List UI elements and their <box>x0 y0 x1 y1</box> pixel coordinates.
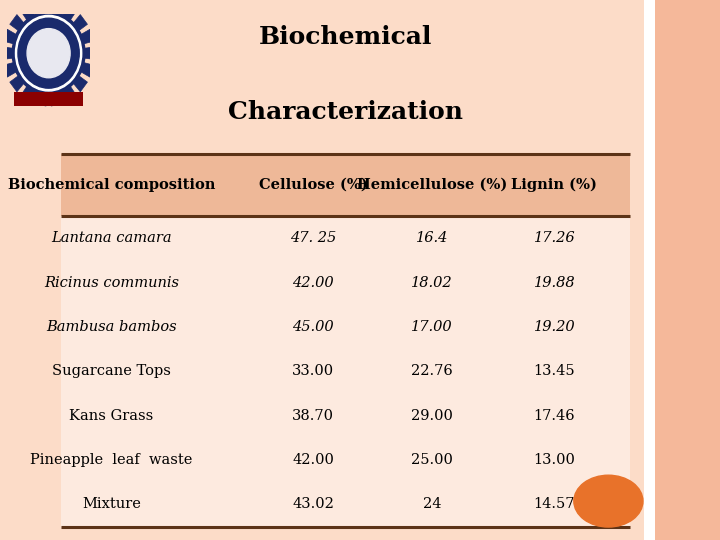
FancyBboxPatch shape <box>644 0 655 540</box>
Text: 14.57: 14.57 <box>534 497 575 511</box>
Text: Bambusa bambos: Bambusa bambos <box>46 320 177 334</box>
Text: Sugarcane Tops: Sugarcane Tops <box>52 364 171 378</box>
FancyBboxPatch shape <box>61 154 630 216</box>
Circle shape <box>16 15 82 91</box>
Polygon shape <box>73 15 87 30</box>
Text: Lignin (%): Lignin (%) <box>511 178 598 192</box>
Text: 17.26: 17.26 <box>534 231 575 245</box>
Polygon shape <box>63 4 76 20</box>
Polygon shape <box>10 15 24 30</box>
Text: 16.4: 16.4 <box>416 231 448 245</box>
Circle shape <box>18 18 79 88</box>
Text: Kans Grass: Kans Grass <box>69 409 154 423</box>
Polygon shape <box>4 63 16 77</box>
Polygon shape <box>21 4 35 20</box>
Polygon shape <box>35 1 47 14</box>
Text: 47. 25: 47. 25 <box>290 231 336 245</box>
Polygon shape <box>73 76 87 92</box>
Text: 17.00: 17.00 <box>411 320 453 334</box>
Polygon shape <box>81 29 94 44</box>
Circle shape <box>574 475 643 527</box>
Polygon shape <box>85 47 94 59</box>
Text: 45.00: 45.00 <box>292 320 334 334</box>
Polygon shape <box>63 86 76 102</box>
Text: 25.00: 25.00 <box>411 453 453 467</box>
Polygon shape <box>50 93 62 106</box>
Text: Mixture: Mixture <box>82 497 141 511</box>
Text: 19.20: 19.20 <box>534 320 575 334</box>
Text: Biochemical composition: Biochemical composition <box>8 178 215 192</box>
Text: 13.45: 13.45 <box>534 364 575 378</box>
Circle shape <box>12 11 85 95</box>
Text: Pineapple  leaf  waste: Pineapple leaf waste <box>30 453 193 467</box>
Text: Hemicellulose (%): Hemicellulose (%) <box>357 178 507 192</box>
Text: 29.00: 29.00 <box>411 409 453 423</box>
Polygon shape <box>35 93 47 106</box>
Text: Ricinus communis: Ricinus communis <box>44 275 179 289</box>
Polygon shape <box>3 47 12 59</box>
FancyBboxPatch shape <box>61 154 630 526</box>
Text: Biochemical: Biochemical <box>259 25 432 49</box>
Text: 43.02: 43.02 <box>292 497 334 511</box>
Polygon shape <box>50 1 62 14</box>
Text: 38.70: 38.70 <box>292 409 334 423</box>
Text: 13.00: 13.00 <box>534 453 575 467</box>
Text: 33.00: 33.00 <box>292 364 334 378</box>
FancyBboxPatch shape <box>14 92 84 106</box>
Polygon shape <box>81 63 94 77</box>
Polygon shape <box>4 29 16 44</box>
Circle shape <box>27 29 70 78</box>
Text: 18.02: 18.02 <box>411 275 453 289</box>
Text: 17.46: 17.46 <box>534 409 575 423</box>
Text: Lantana camara: Lantana camara <box>51 231 172 245</box>
Text: 42.00: 42.00 <box>292 453 334 467</box>
Text: 24: 24 <box>423 497 441 511</box>
Text: 42.00: 42.00 <box>292 275 334 289</box>
Text: Cellulose (%): Cellulose (%) <box>258 178 368 192</box>
FancyBboxPatch shape <box>655 0 720 540</box>
Text: Characterization: Characterization <box>228 100 463 124</box>
Polygon shape <box>21 86 35 102</box>
Text: 19.88: 19.88 <box>534 275 575 289</box>
Polygon shape <box>10 76 24 92</box>
Text: 22.76: 22.76 <box>411 364 453 378</box>
